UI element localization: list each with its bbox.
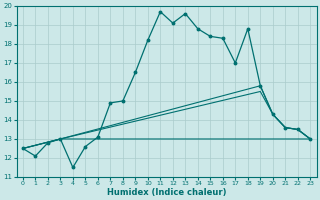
X-axis label: Humidex (Indice chaleur): Humidex (Indice chaleur) — [107, 188, 226, 197]
